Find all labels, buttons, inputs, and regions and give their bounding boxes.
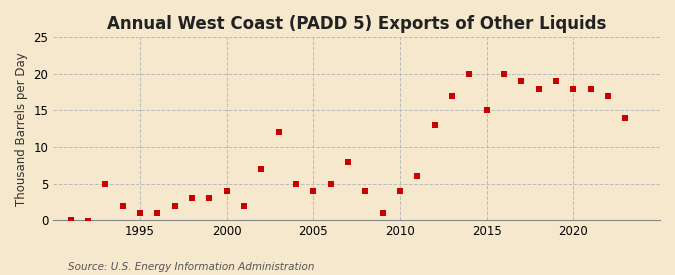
- Point: [325, 182, 336, 186]
- Point: [516, 79, 526, 83]
- Point: [186, 196, 197, 200]
- Point: [134, 211, 145, 215]
- Point: [273, 130, 284, 134]
- Point: [169, 203, 180, 208]
- Point: [447, 94, 458, 98]
- Point: [412, 174, 423, 178]
- Point: [499, 72, 510, 76]
- Point: [395, 189, 406, 193]
- Text: Source: U.S. Energy Information Administration: Source: U.S. Energy Information Administ…: [68, 262, 314, 272]
- Point: [308, 189, 319, 193]
- Point: [221, 189, 232, 193]
- Point: [82, 219, 93, 223]
- Point: [152, 211, 163, 215]
- Point: [429, 123, 440, 127]
- Point: [100, 182, 111, 186]
- Y-axis label: Thousand Barrels per Day: Thousand Barrels per Day: [15, 52, 28, 206]
- Point: [464, 72, 475, 76]
- Point: [533, 86, 544, 91]
- Point: [377, 211, 388, 215]
- Point: [238, 203, 249, 208]
- Point: [603, 94, 614, 98]
- Point: [256, 167, 267, 171]
- Point: [551, 79, 562, 83]
- Point: [568, 86, 578, 91]
- Point: [620, 116, 630, 120]
- Point: [585, 86, 596, 91]
- Point: [204, 196, 215, 200]
- Point: [65, 218, 76, 222]
- Point: [481, 108, 492, 113]
- Title: Annual West Coast (PADD 5) Exports of Other Liquids: Annual West Coast (PADD 5) Exports of Ot…: [107, 15, 606, 33]
- Point: [360, 189, 371, 193]
- Point: [117, 203, 128, 208]
- Point: [290, 182, 301, 186]
- Point: [343, 160, 354, 164]
